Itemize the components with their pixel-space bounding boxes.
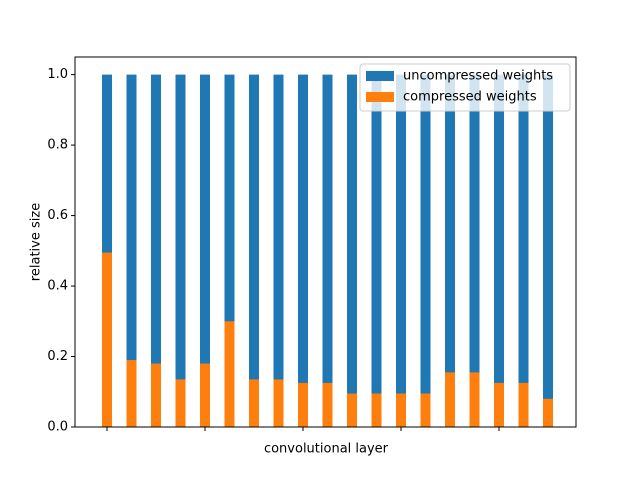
- bar: [151, 74, 161, 427]
- bar: [200, 74, 210, 427]
- bar: [273, 379, 284, 427]
- bar: [322, 74, 333, 427]
- bar: [249, 379, 259, 427]
- bar: [322, 382, 333, 427]
- y-tick-label: 0.2: [47, 349, 68, 364]
- bar: [469, 372, 480, 427]
- bar: [224, 74, 235, 427]
- bar: [102, 252, 112, 427]
- legend-label: uncompressed weights: [403, 69, 553, 84]
- bar: [126, 74, 137, 427]
- bar: [420, 74, 431, 427]
- bar: [420, 393, 431, 427]
- bar: [518, 382, 529, 427]
- bar: [518, 74, 529, 427]
- bar: [396, 393, 406, 427]
- y-tick-label: 0.4: [47, 279, 68, 294]
- bar: [543, 74, 553, 427]
- bar: [445, 74, 455, 427]
- bar: [396, 74, 406, 427]
- bar: [347, 74, 357, 427]
- bar: [298, 74, 308, 427]
- bar: [371, 393, 382, 427]
- bar: [298, 382, 308, 427]
- bar: [494, 382, 504, 427]
- bar: [200, 363, 210, 427]
- bar: [445, 372, 455, 427]
- y-tick-label: 0.8: [47, 138, 68, 153]
- bar: [273, 74, 284, 427]
- bar: [175, 74, 186, 427]
- bar: [102, 74, 112, 427]
- legend-swatch: [366, 92, 394, 102]
- bar: [224, 321, 235, 427]
- x-axis-label: convolutional layer: [264, 442, 389, 457]
- bar: [347, 393, 357, 427]
- legend-label: compressed weights: [403, 90, 537, 105]
- bar: [494, 74, 504, 427]
- legend-swatch: [366, 71, 394, 81]
- plot-frame: [74, 56, 577, 428]
- bar: [151, 363, 161, 427]
- bar: [543, 398, 553, 427]
- y-tick-label: 1.0: [47, 67, 68, 82]
- legend-box: [359, 63, 571, 112]
- y-tick-label: 0.6: [47, 208, 68, 223]
- bar: [175, 379, 186, 427]
- bar: [469, 74, 480, 427]
- bar: [371, 74, 382, 427]
- bar: [126, 360, 137, 427]
- y-axis-label: relative size: [29, 203, 44, 281]
- y-tick-label: 0.0: [47, 420, 68, 435]
- bar: [249, 74, 259, 427]
